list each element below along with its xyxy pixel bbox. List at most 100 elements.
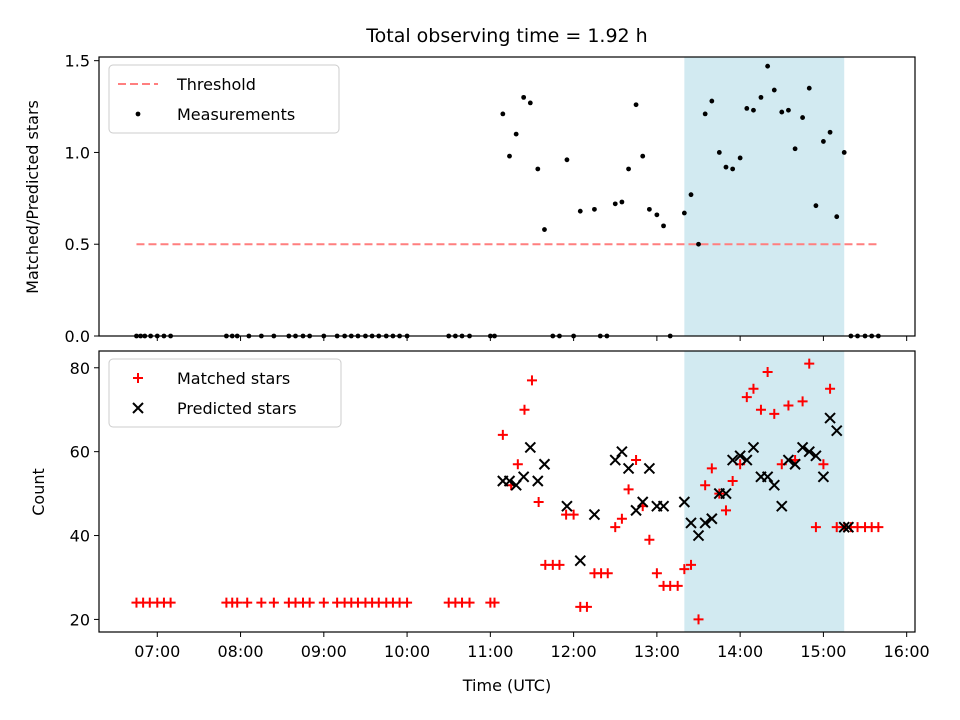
data-point	[268, 597, 279, 608]
data-point	[619, 199, 625, 205]
star-count-panel: 20 40 60 80 Count 07:00 08:00 09:00 10:00 11:00 12…	[29, 350, 930, 661]
legend-marker	[135, 111, 141, 117]
x-tick-label: 16:00	[884, 642, 930, 661]
data-point	[720, 487, 732, 500]
data-point	[503, 475, 516, 487]
data-point	[568, 509, 579, 520]
data-point	[242, 597, 253, 608]
data-point	[588, 508, 601, 521]
data-point	[616, 445, 628, 458]
observing-window-shade	[684, 351, 845, 632]
data-point	[709, 98, 715, 104]
data-point	[748, 383, 759, 394]
data-point	[838, 521, 850, 533]
data-point	[804, 358, 815, 369]
y-tick-label: 20	[70, 610, 90, 629]
plot-frame	[98, 56, 916, 337]
data-point	[692, 529, 705, 542]
data-point	[779, 109, 785, 115]
data-point	[672, 580, 683, 591]
data-point	[821, 139, 826, 144]
data-point	[831, 424, 843, 437]
series-predicted-stars	[497, 412, 855, 567]
data-point	[806, 85, 812, 91]
legend-label: Measurements	[177, 105, 295, 124]
data-point	[644, 534, 655, 545]
data-point	[797, 396, 808, 407]
data-point	[561, 500, 573, 512]
y-tick-label: 0.0	[65, 327, 90, 346]
data-point	[521, 94, 527, 100]
data-point	[612, 201, 618, 207]
data-point	[564, 157, 570, 163]
data-point	[631, 455, 642, 466]
x-tick-label: 11:00	[467, 642, 513, 661]
x-axis-title: Time (UTC)	[462, 676, 551, 695]
data-point	[734, 450, 746, 462]
data-point	[873, 522, 884, 533]
chart-title: Total observing time = 1.92 h	[365, 25, 647, 47]
data-point	[165, 597, 176, 608]
data-point	[841, 150, 847, 155]
data-point	[657, 500, 670, 512]
y-tick-label: 1.0	[65, 143, 90, 162]
data-point	[737, 155, 743, 161]
data-point	[517, 471, 530, 483]
data-point	[716, 150, 722, 155]
data-point	[723, 164, 729, 170]
data-point	[818, 459, 829, 470]
data-point	[402, 597, 413, 608]
data-point	[538, 458, 551, 470]
data-point	[810, 522, 821, 533]
data-point	[630, 504, 642, 517]
data-point	[782, 454, 795, 466]
data-point	[678, 496, 691, 508]
data-point	[304, 597, 315, 608]
data-point	[507, 153, 512, 159]
data-point	[626, 166, 631, 172]
data-point	[800, 115, 805, 120]
data-point	[813, 203, 819, 209]
data-point	[519, 404, 530, 415]
data-point	[654, 212, 660, 218]
data-point	[696, 241, 701, 247]
legend-label: Predicted stars	[177, 399, 297, 418]
plot-frame	[98, 350, 916, 633]
data-point	[744, 105, 750, 111]
data-point	[542, 227, 547, 232]
data-point	[633, 102, 639, 108]
legend-box	[108, 358, 342, 428]
data-point	[661, 223, 666, 229]
data-point	[769, 408, 780, 419]
legend-marker	[133, 373, 143, 383]
data-point	[679, 564, 690, 575]
data-point	[792, 146, 798, 152]
data-point	[610, 522, 621, 533]
y-tick-label: 40	[70, 527, 90, 546]
data-point	[688, 192, 694, 198]
data-point	[825, 383, 836, 394]
data-point	[693, 614, 704, 625]
data-point	[730, 166, 736, 172]
data-point	[646, 206, 652, 212]
data-point	[776, 500, 788, 512]
data-point	[532, 475, 544, 487]
data-point	[702, 111, 708, 117]
y-tick-label: 1.5	[65, 52, 90, 71]
y-axis-title: Matched/Predicted stars	[23, 100, 42, 294]
data-point	[602, 568, 613, 579]
legend: Threshold Measurements	[108, 64, 340, 134]
data-point	[834, 214, 840, 220]
data-point	[489, 597, 500, 608]
data-point	[464, 597, 475, 608]
data-point	[803, 445, 815, 458]
y-tick-label: 60	[70, 443, 90, 462]
data-point	[651, 568, 662, 579]
data-point	[706, 463, 717, 474]
data-point	[747, 441, 760, 454]
data-point	[318, 597, 329, 608]
data-point	[616, 513, 627, 524]
data-point	[789, 458, 801, 470]
y-tick-label: 80	[70, 359, 90, 378]
y-axis-title: Count	[29, 468, 48, 516]
